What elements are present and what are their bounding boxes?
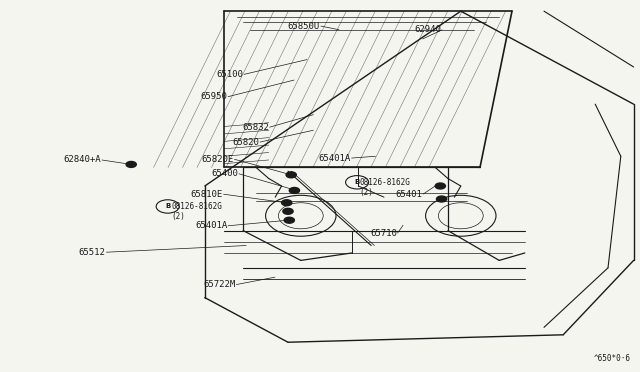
Text: 08126-8162G: 08126-8162G xyxy=(360,178,410,187)
Text: 65400: 65400 xyxy=(211,169,238,178)
Circle shape xyxy=(286,172,296,178)
Circle shape xyxy=(282,200,292,206)
Text: 65100: 65100 xyxy=(216,70,243,79)
Text: B: B xyxy=(165,203,170,209)
Text: 65401A: 65401A xyxy=(195,221,227,230)
Text: 65710: 65710 xyxy=(370,229,397,238)
Circle shape xyxy=(289,187,300,193)
Text: 62940: 62940 xyxy=(415,25,442,34)
Text: 65820E: 65820E xyxy=(202,155,234,164)
Text: 65722M: 65722M xyxy=(204,280,236,289)
Text: ^650*0·6: ^650*0·6 xyxy=(593,354,630,363)
Text: 65820: 65820 xyxy=(232,138,259,147)
Text: (2): (2) xyxy=(360,188,374,197)
Circle shape xyxy=(126,161,136,167)
Text: B: B xyxy=(355,179,360,185)
Circle shape xyxy=(284,217,294,223)
Text: 08126-8162G: 08126-8162G xyxy=(172,202,222,211)
Text: 65832: 65832 xyxy=(242,123,269,132)
Text: (2): (2) xyxy=(172,212,186,221)
Text: 65401A: 65401A xyxy=(319,154,351,163)
Text: 65810E: 65810E xyxy=(191,190,223,199)
Text: 62840+A: 62840+A xyxy=(63,155,101,164)
Text: 65512: 65512 xyxy=(79,248,106,257)
Text: 65401: 65401 xyxy=(396,190,422,199)
Circle shape xyxy=(283,208,293,214)
Text: 65950: 65950 xyxy=(200,92,227,101)
Circle shape xyxy=(435,183,445,189)
Text: 65850U: 65850U xyxy=(288,22,320,31)
Circle shape xyxy=(436,196,447,202)
